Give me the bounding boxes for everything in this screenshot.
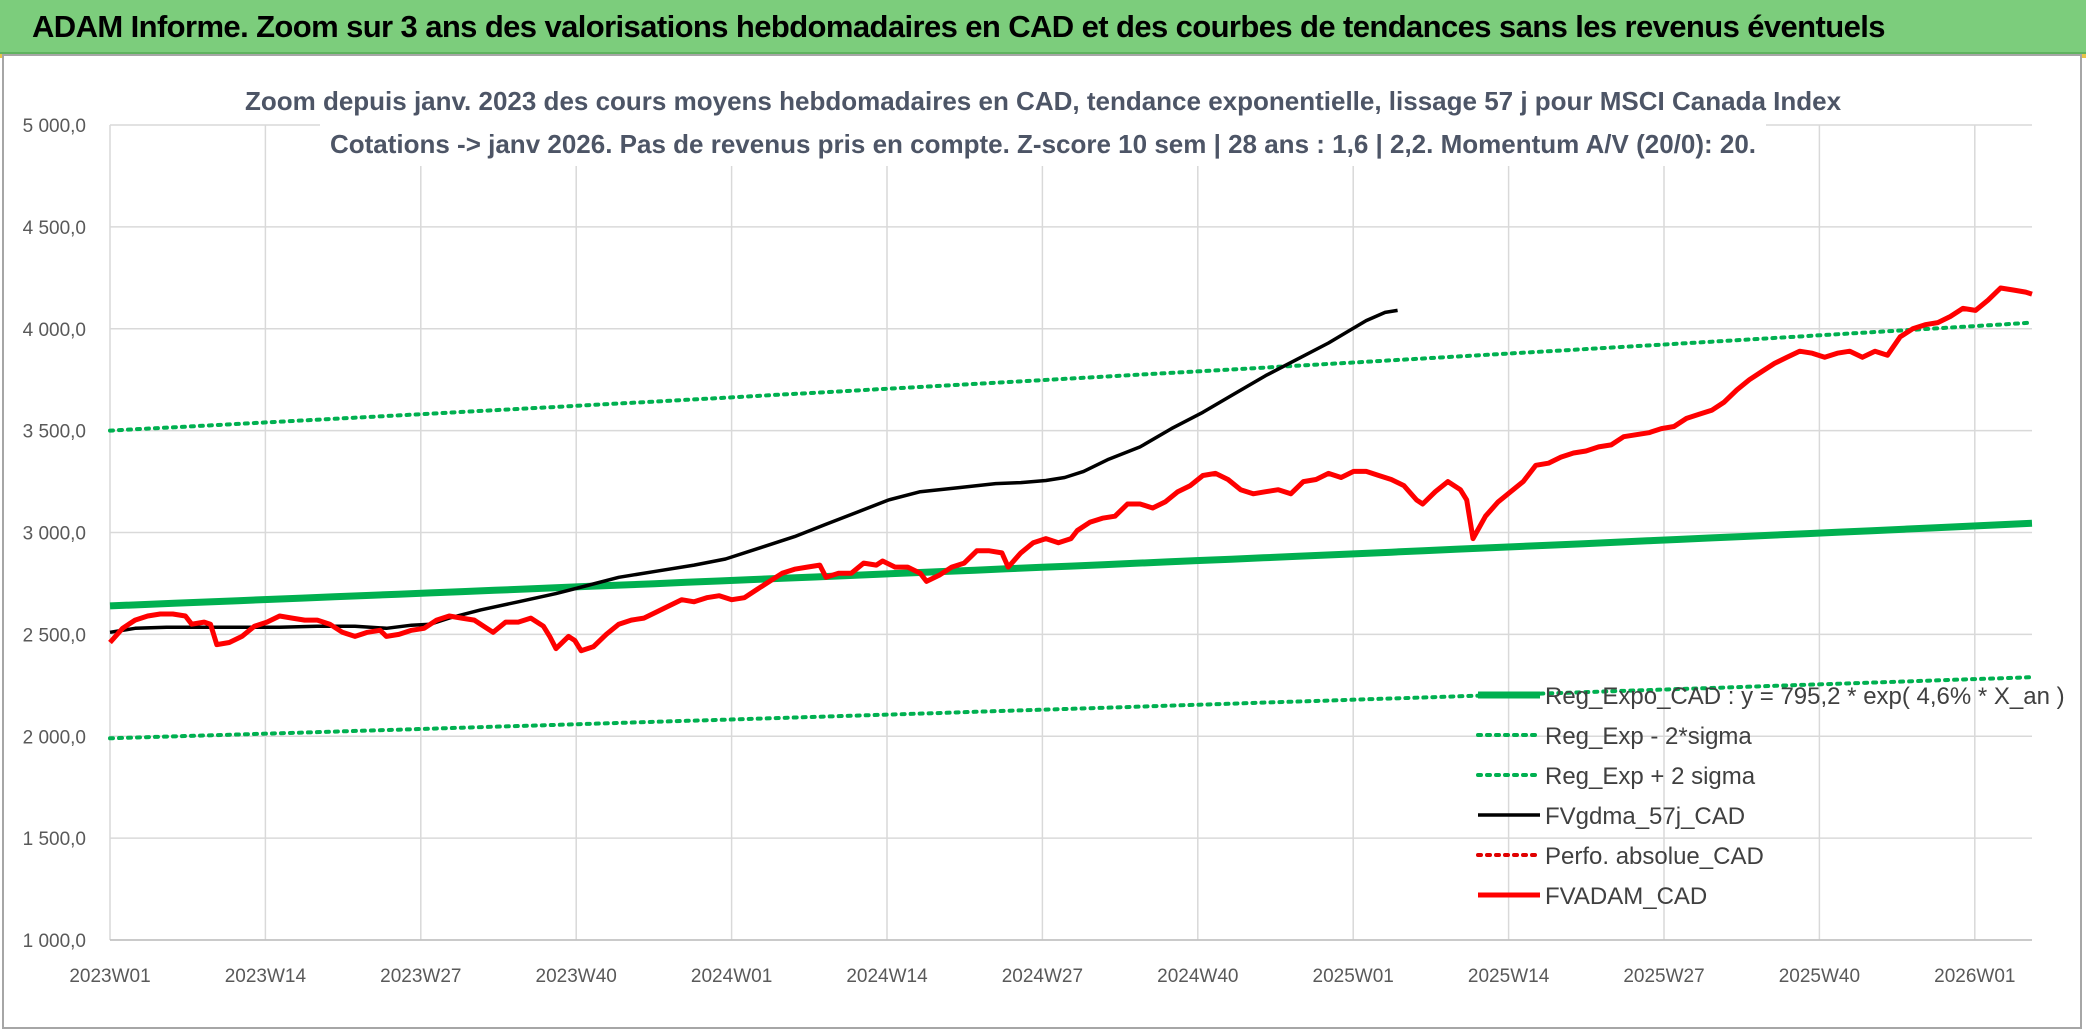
- x-tick-label: 2024W27: [1002, 966, 1083, 987]
- chart-title: Zoom depuis janv. 2023 des cours moyens …: [245, 86, 1842, 116]
- series-line-reg-exp-2: [108, 675, 2034, 741]
- legend-label: Perfo. absolue_CAD: [1545, 843, 1764, 870]
- x-tick-label: 2024W14: [846, 966, 928, 987]
- x-tick-label: 2025W01: [1313, 966, 1394, 987]
- y-tick-label: 3 500,0: [23, 422, 86, 443]
- x-axis-ticks: 2023W01 2023W14 2023W27 2023W40 2024W01 2024W…: [69, 966, 2015, 987]
- chart-legend: Reg_Expo_CAD : y = 795,2 * exp( 4,6% * X…: [1476, 683, 2065, 910]
- series-line-reg-exp-2: [108, 320, 2034, 433]
- chart-gridlines: [109, 124, 2032, 941]
- x-tick-label: 2023W40: [536, 966, 617, 987]
- y-tick-label: 4 000,0: [23, 320, 86, 341]
- x-tick-label: 2023W01: [69, 966, 150, 987]
- y-tick-label: 1 500,0: [23, 829, 86, 850]
- x-tick-label: 2025W14: [1468, 966, 1550, 987]
- legend-label: Reg_Expo_CAD : y = 795,2 * exp( 4,6% * X…: [1545, 683, 2065, 710]
- x-tick-label: 2023W14: [225, 966, 307, 987]
- y-tick-label: 2 500,0: [23, 625, 86, 646]
- y-tick-label: 2 000,0: [23, 727, 86, 748]
- legend-label: FVADAM_CAD: [1545, 883, 1707, 910]
- x-tick-label: 2025W40: [1779, 966, 1860, 987]
- legend-label: Reg_Exp - 2*sigma: [1545, 723, 1752, 750]
- report-title: ADAM Informe. Zoom sur 3 ans des valoris…: [32, 9, 1885, 44]
- corner-marker-right: [2078, 54, 2086, 58]
- series-line-fvadam-cad: [108, 285, 2033, 654]
- x-tick-label: 2025W27: [1623, 966, 1704, 987]
- series-line-reg-expo-cad: [109, 519, 2033, 610]
- chart-series: [108, 285, 2034, 741]
- y-tick-label: 3 000,0: [23, 524, 86, 545]
- x-tick-label: 2024W40: [1157, 966, 1238, 987]
- chart-subtitle: Cotations -> janv 2026. Pas de revenus p…: [330, 129, 1756, 159]
- y-axis-ticks: 1 000,0 1 500,0 2 000,0 2 500,0 3 000,0 3 500…: [23, 116, 86, 952]
- report-banner: ADAM Informe. Zoom sur 3 ans des valoris…: [0, 0, 2086, 54]
- series-line-fvgdma-57j-cad: [109, 308, 1398, 635]
- x-tick-label: 2026W01: [1934, 966, 2015, 987]
- x-tick-label: 2023W27: [380, 966, 461, 987]
- y-tick-label: 4 500,0: [23, 218, 86, 239]
- legend-label: FVgdma_57j_CAD: [1545, 803, 1745, 830]
- legend-label: Reg_Exp + 2 sigma: [1545, 763, 1756, 790]
- chart-title-background: [320, 78, 1766, 166]
- y-tick-label: 5 000,0: [23, 116, 86, 137]
- y-tick-label: 1 000,0: [23, 931, 86, 952]
- x-tick-label: 2024W01: [691, 966, 772, 987]
